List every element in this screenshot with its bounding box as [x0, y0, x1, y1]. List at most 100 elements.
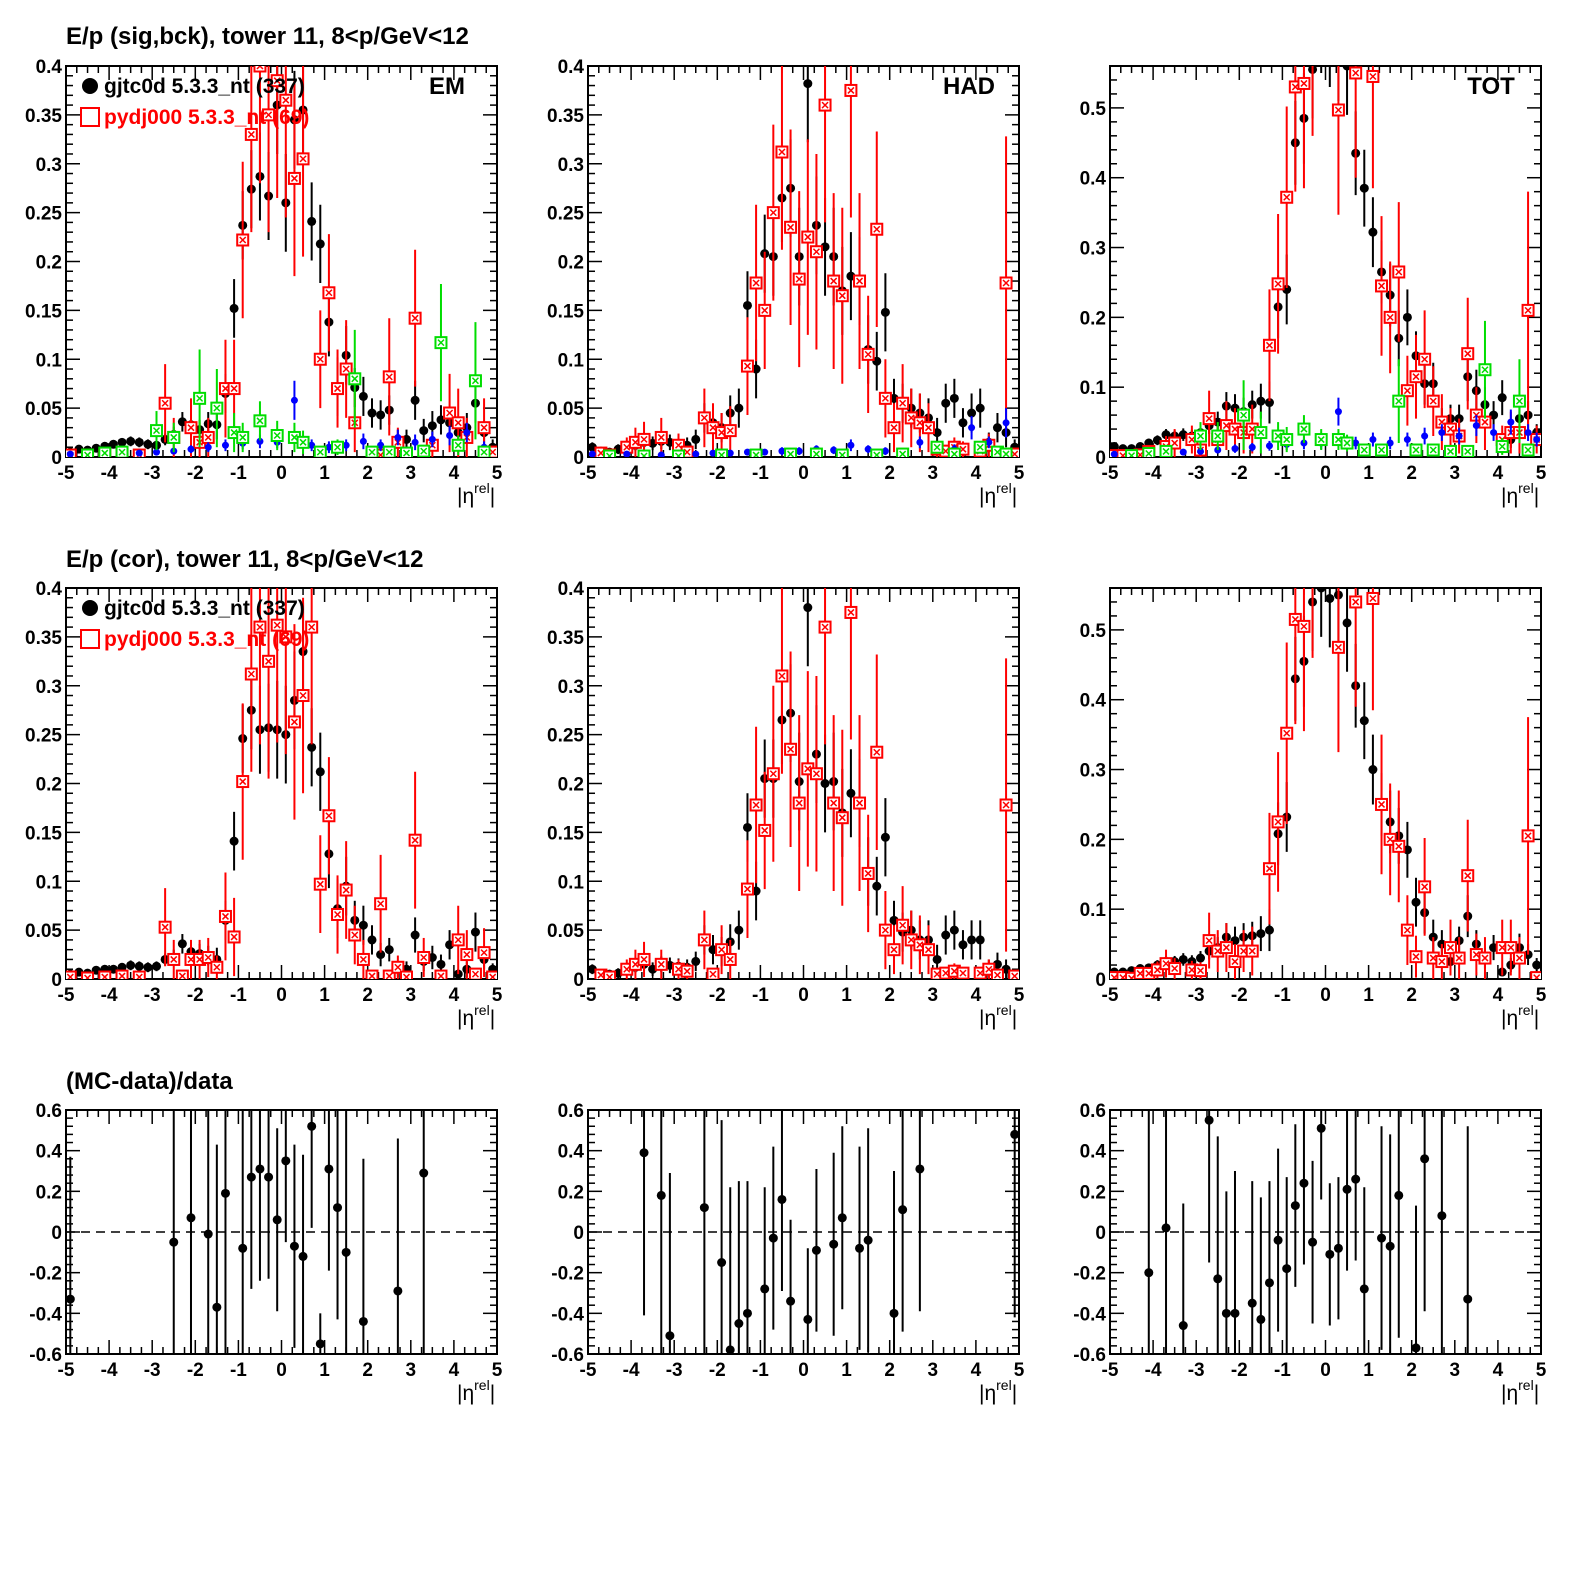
data-point — [1394, 1190, 1404, 1200]
marker-cross — [907, 936, 915, 944]
data-point — [1359, 716, 1369, 726]
x-axis-title-superscript: rel — [1518, 1377, 1534, 1393]
data-point — [795, 447, 803, 455]
marker-cross — [631, 438, 639, 446]
x-tick-label: -3 — [666, 1360, 683, 1381]
series-red-box — [1110, 588, 1541, 979]
x-axis-title-bar: | — [1012, 1382, 1017, 1405]
data-point — [1438, 429, 1446, 437]
y-tick-label: 0.05 — [25, 921, 62, 942]
y-tick-label: 0.6 — [36, 1101, 62, 1122]
x-tick-label: 2 — [362, 463, 373, 484]
marker-cross — [1421, 355, 1429, 363]
data-point — [1125, 449, 1139, 457]
marker-cross — [256, 623, 264, 631]
y-tick-label: 0.05 — [547, 399, 584, 420]
marker-cross — [838, 814, 846, 822]
marker-cross — [761, 826, 769, 834]
x-tick-label: 2 — [362, 1360, 373, 1381]
x-tick-label: 5 — [1014, 463, 1025, 484]
marker-cross — [1137, 451, 1144, 457]
data-point — [255, 1164, 265, 1174]
data-point — [175, 969, 189, 979]
x-tick-label: -3 — [1188, 463, 1205, 484]
marker-cross — [411, 836, 419, 844]
x-tick-label: -5 — [58, 1360, 75, 1381]
data-point — [803, 603, 813, 613]
data-point — [881, 447, 889, 455]
data-point — [486, 970, 497, 979]
marker-cross — [420, 447, 428, 455]
data-point — [999, 447, 1013, 457]
data-point — [947, 447, 961, 457]
y-tick-label: 0.4 — [1080, 1142, 1107, 1163]
marker-cross — [1196, 967, 1205, 975]
data-point — [394, 433, 402, 441]
marker-cross — [1162, 960, 1170, 968]
data-point — [637, 449, 651, 457]
marker-cross — [1205, 937, 1213, 945]
marker-cross — [161, 923, 169, 931]
x-tick-label: 5 — [1536, 463, 1547, 484]
marker-cross — [394, 963, 402, 971]
data-point — [135, 449, 143, 457]
marker-cross — [1231, 425, 1239, 433]
marker-cross — [657, 433, 665, 441]
marker-cross — [402, 449, 411, 457]
data-point — [1178, 954, 1188, 964]
x-tick-label: -1 — [752, 463, 769, 484]
x-tick-label: -1 — [230, 1360, 247, 1381]
marker-cross — [881, 394, 889, 402]
marker-cross — [101, 973, 109, 979]
x-axis-title: |ηrel| — [1501, 1002, 1539, 1030]
data-point — [399, 970, 413, 979]
x-tick-label: -4 — [1145, 985, 1162, 1006]
data-point — [1221, 1308, 1231, 1318]
y-tick-label: -0.2 — [1073, 1264, 1106, 1285]
marker-cross — [899, 450, 907, 457]
y-tick-label: 0.2 — [1080, 830, 1106, 851]
marker-cross — [489, 973, 497, 979]
x-tick-label: -5 — [1102, 1360, 1119, 1381]
marker-cross — [1188, 436, 1196, 444]
marker-cross — [213, 963, 221, 971]
marker-cross — [812, 770, 820, 778]
marker-cross — [623, 443, 631, 451]
data-point — [778, 447, 786, 455]
data-point — [777, 1194, 787, 1204]
marker-cross — [239, 236, 247, 244]
x-tick-label: 1 — [841, 985, 852, 1006]
x-tick-label: 0 — [276, 985, 287, 1006]
plot-area — [1110, 588, 1541, 979]
y-tick-label: 0 — [1095, 970, 1106, 991]
marker-cross — [1412, 953, 1420, 961]
data-point — [384, 945, 394, 955]
data-point — [419, 426, 429, 436]
y-tick-label: 0.4 — [1080, 169, 1107, 190]
data-point — [66, 1294, 75, 1304]
marker-cross — [890, 424, 898, 432]
y-tick-label: 0 — [51, 448, 62, 469]
data-point — [949, 393, 959, 403]
data-point — [742, 300, 752, 310]
data-point — [376, 410, 386, 420]
marker-cross — [718, 946, 726, 954]
series-red-box — [594, 588, 1019, 979]
x-tick-label: 1 — [841, 463, 852, 484]
data-point — [1351, 1174, 1361, 1184]
data-point — [1463, 1294, 1473, 1304]
chart-panel-r1-had: -5 -4 -3 -2 -1 0 1 2 3 4 5 0 0.05 0.1 0.15 0.2 0.25 0.3 0.… — [547, 57, 1025, 508]
marker-cross — [1438, 958, 1446, 966]
data-point — [187, 445, 195, 453]
marker-cross — [1274, 280, 1282, 288]
marker-cross — [830, 799, 838, 807]
y-tick-label: 0.3 — [558, 677, 584, 698]
data-point — [221, 441, 229, 449]
x-tick-label: -3 — [1188, 985, 1205, 1006]
data-point — [434, 969, 448, 979]
data-point — [281, 1156, 291, 1166]
x-axis-title-superscript: rel — [1518, 1002, 1534, 1018]
marker-cross — [351, 931, 359, 939]
x-tick-label: -1 — [1274, 1360, 1291, 1381]
series-green-box — [1125, 320, 1535, 457]
